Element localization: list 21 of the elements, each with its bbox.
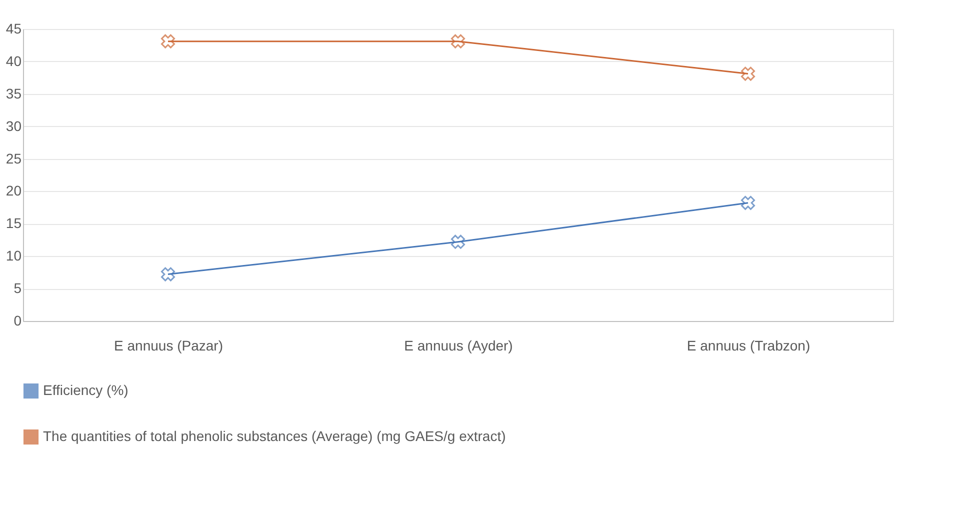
y-tick-label: 5: [14, 280, 22, 296]
point: [160, 267, 176, 282]
y-tick-label: 40: [6, 52, 22, 69]
y-tick-label: 20: [6, 182, 22, 199]
y-tick-label: 35: [6, 85, 22, 102]
x-tick-label: E annuus (Ayder): [404, 338, 513, 354]
y-tick-label: 25: [6, 150, 22, 166]
point: [450, 234, 466, 249]
y-tick-label: 30: [6, 118, 22, 134]
y-tick-label: 10: [6, 248, 22, 264]
legend-label: Efficiency (%): [43, 382, 128, 398]
point: [450, 34, 466, 48]
legend-label: The quantities of total phenolic substances (Average) (mg GAES/g extract): [43, 428, 506, 444]
x-tick-label: E annuus (Pazar): [114, 338, 223, 354]
x-tick-label: E annuus (Trabzon): [686, 338, 810, 354]
point: [160, 34, 176, 48]
point: [740, 66, 756, 81]
y-tick-label: 15: [6, 215, 22, 232]
point: [740, 196, 756, 210]
y-tick-label: 45: [6, 20, 22, 36]
y-tick-label: 0: [14, 312, 22, 328]
